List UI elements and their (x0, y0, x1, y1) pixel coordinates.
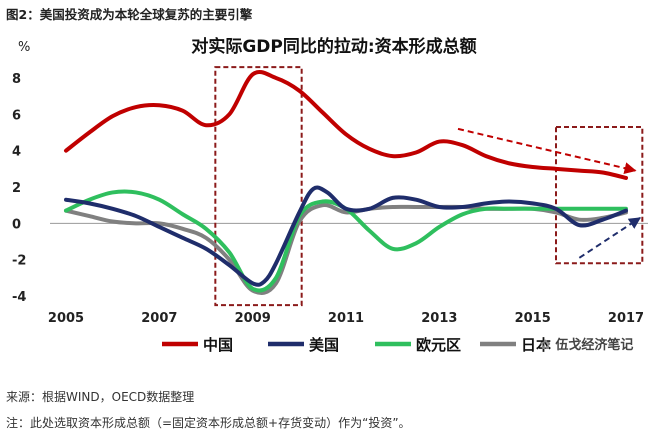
trend-arrow-china (457, 127, 637, 175)
y-axis-unit: % (18, 40, 30, 55)
y-tick-label: 8 (12, 72, 21, 87)
legend-label: 中国 (203, 336, 233, 354)
footnote: 注：此处选取资本形成总额（=固定资本形成总额+存货变动）作为“投资”。 (6, 416, 411, 430)
x-tick-label: 2013 (421, 311, 457, 326)
series-line-1 (64, 69, 628, 180)
watermark: ✿ 伍戈经济笔记 (540, 334, 633, 353)
x-tick-label: 2005 (48, 311, 84, 326)
watermark-text: 伍戈经济笔记 (555, 338, 634, 353)
chart-title: 对实际GDP同比的拉动:资本形成总额 (191, 36, 476, 57)
legend-label: 日本 (521, 336, 551, 354)
series-line-4 (64, 203, 628, 296)
x-tick-label: 2017 (608, 311, 644, 326)
x-tick-label: 2009 (235, 311, 271, 326)
highlight-box-recent (555, 126, 644, 265)
y-tick-label: 2 (12, 181, 21, 196)
y-tick-label: -2 (12, 254, 26, 269)
y-tick-label: -4 (12, 290, 26, 305)
source-note: 来源：根据WIND，OECD数据整理 (6, 390, 195, 404)
legend-label: 美国 (309, 336, 339, 354)
series-line-2 (64, 185, 628, 287)
trend-arrow-us (578, 217, 642, 259)
plot-area: 对实际GDP同比的拉动:资本形成总额% -4 -2 0 2 4 6 8 2005 2007 2009… (12, 36, 648, 354)
x-tick-label: 2007 (141, 311, 177, 326)
y-tick-label: 6 (12, 108, 21, 123)
x-tick-label: 2015 (515, 311, 551, 326)
highlight-box-crisis (214, 66, 303, 307)
x-tick-label: 2011 (328, 311, 364, 326)
y-tick-label: 4 (12, 145, 21, 160)
figure-label: 图2：美国投资成为本轮全球复苏的主要引擎 (6, 7, 253, 22)
y-tick-label: 0 (12, 217, 21, 232)
watermark-icon: ✿ (540, 338, 556, 353)
legend-label: 欧元区 (416, 336, 461, 354)
